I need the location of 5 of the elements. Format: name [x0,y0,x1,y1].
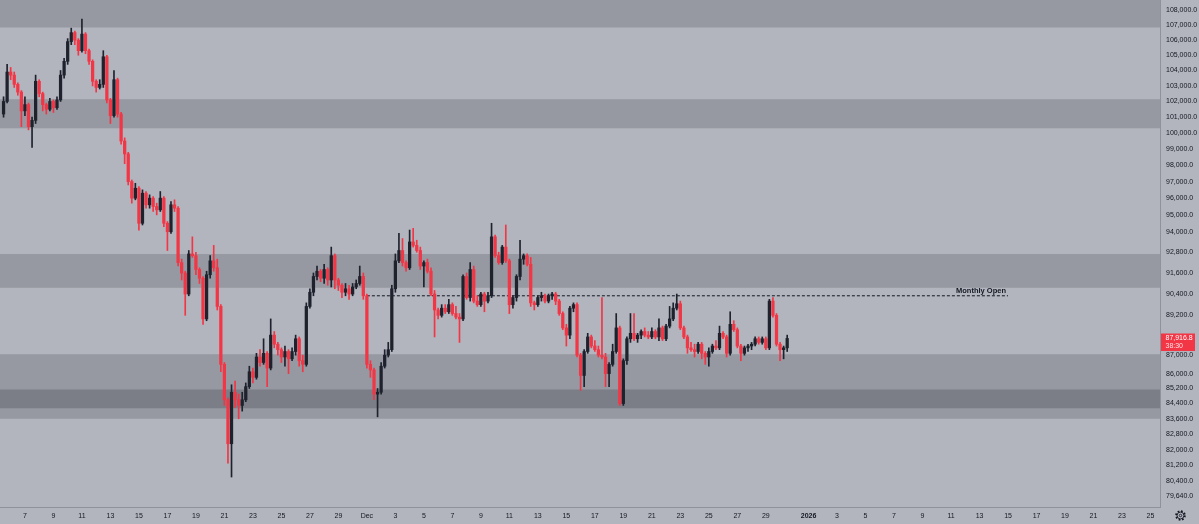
candlestick [550,291,554,300]
candlestick [714,340,718,351]
candlestick [746,343,750,352]
candlestick [422,260,426,288]
candlestick [632,313,636,341]
